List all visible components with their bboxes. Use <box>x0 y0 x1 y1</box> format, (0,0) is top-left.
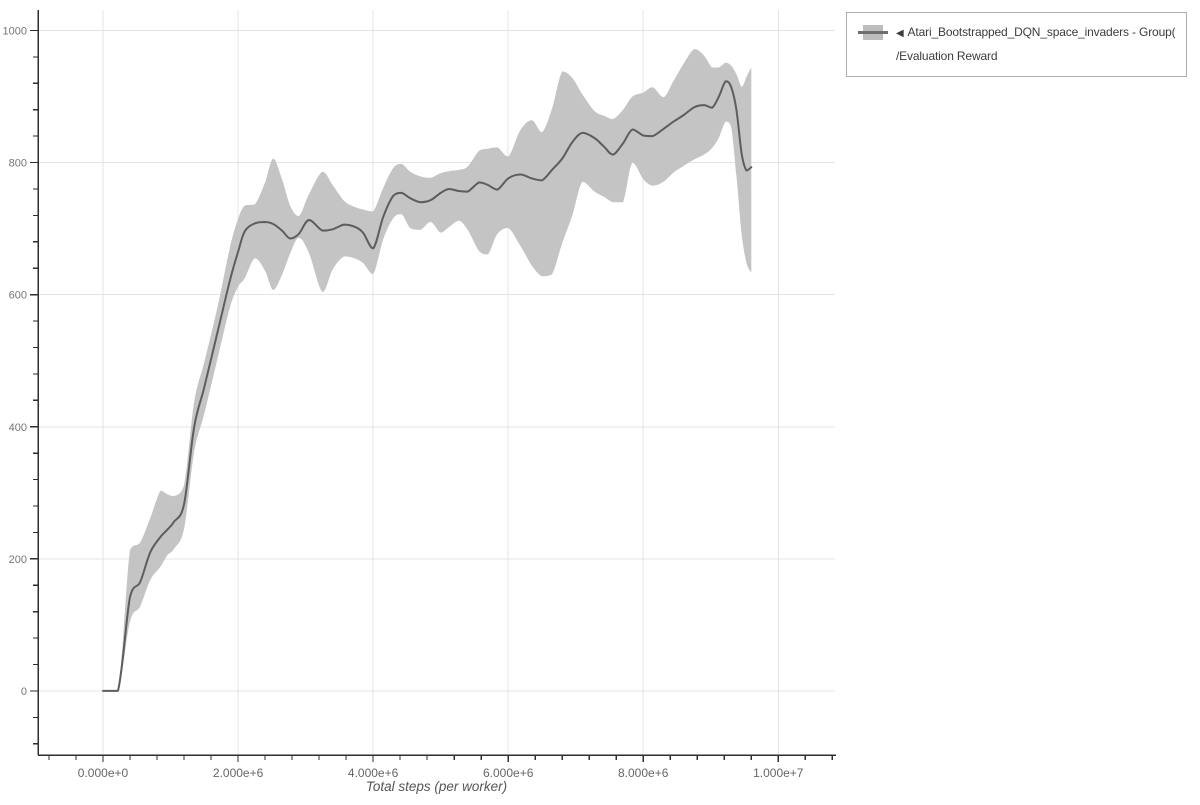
legend-collapse-icon[interactable]: ◀ <box>896 28 904 39</box>
axes <box>30 10 836 762</box>
svg-text:400: 400 <box>9 422 27 434</box>
legend-series-name: Atari_Bootstrapped_DQN_space_invaders - … <box>907 25 1175 39</box>
svg-text:2.000e+6: 2.000e+6 <box>213 766 264 780</box>
svg-text:600: 600 <box>9 290 27 302</box>
confidence-band <box>103 49 752 691</box>
svg-text:0.000e+0: 0.000e+0 <box>78 766 129 780</box>
legend-swatch-line <box>858 31 888 34</box>
svg-text:1000: 1000 <box>3 26 27 38</box>
legend-series-swatch <box>858 25 888 40</box>
grid-layer <box>38 10 835 755</box>
svg-text:800: 800 <box>9 158 27 170</box>
x-ticks <box>48 755 833 762</box>
x-axis-title: Total steps (per worker) <box>365 779 508 794</box>
legend-series-name-line: ◀ Atari_Bootstrapped_DQN_space_invaders -… <box>896 21 1175 45</box>
x-tick-labels: 0.000e+0 2.000e+6 4.000e+6 6.000e+6 8.000e+6… <box>78 766 804 780</box>
y-tick-labels: 0 200 400 600 800 1000 <box>3 26 27 698</box>
svg-text:200: 200 <box>9 554 27 566</box>
svg-text:6.000e+6: 6.000e+6 <box>483 766 534 780</box>
legend: ◀ Atari_Bootstrapped_DQN_space_invaders -… <box>846 12 1187 77</box>
svg-text:8.000e+6: 8.000e+6 <box>618 766 669 780</box>
mean-line <box>102 80 753 692</box>
svg-text:1.000e+7: 1.000e+7 <box>753 766 804 780</box>
y-ticks <box>30 29 39 745</box>
svg-text:0: 0 <box>21 686 27 698</box>
svg-text:4.000e+6: 4.000e+6 <box>348 766 399 780</box>
legend-item[interactable]: ◀ Atari_Bootstrapped_DQN_space_invaders -… <box>858 21 1175 68</box>
legend-metric-name: /Evaluation Reward <box>896 49 998 63</box>
